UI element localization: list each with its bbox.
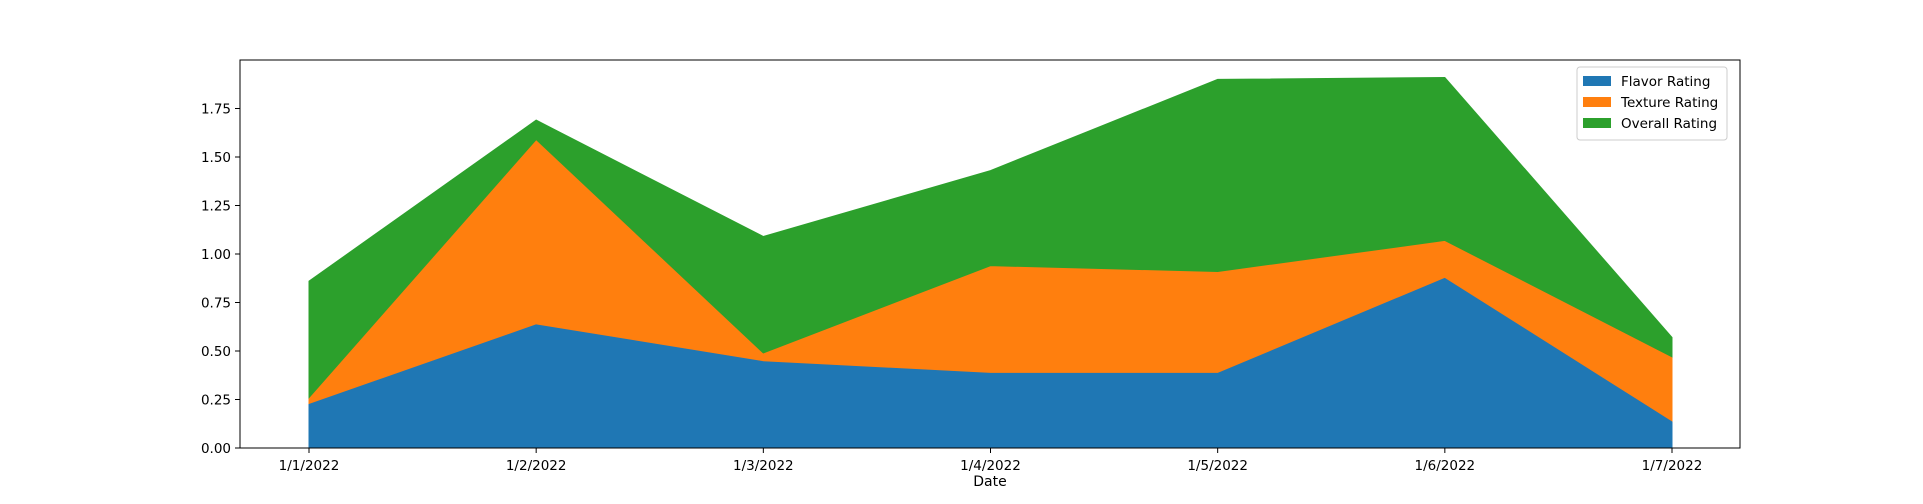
legend-swatch xyxy=(1583,97,1611,107)
x-tick-label: 1/2/2022 xyxy=(506,458,567,474)
y-tick-label: 1.75 xyxy=(201,102,231,118)
x-axis-label: Date xyxy=(973,474,1006,490)
y-tick-label: 1.00 xyxy=(201,247,231,263)
legend-box xyxy=(1576,66,1728,141)
area-layers xyxy=(308,76,1673,449)
y-tick-label: 1.25 xyxy=(201,199,231,215)
x-tick-label: 1/5/2022 xyxy=(1187,458,1248,474)
legend-label: Texture Rating xyxy=(1620,95,1718,111)
x-tick-label: 1/3/2022 xyxy=(733,458,794,474)
x-tick-label: 1/6/2022 xyxy=(1415,458,1476,474)
x-tick-label: 1/4/2022 xyxy=(960,458,1021,474)
y-tick-label: 0.25 xyxy=(201,393,231,409)
area-series-3 xyxy=(308,76,1673,399)
legend-swatch xyxy=(1583,76,1611,86)
legend-label: Overall Rating xyxy=(1621,116,1717,132)
legend-label: Flavor Rating xyxy=(1621,74,1710,90)
y-tick-label: 0.50 xyxy=(201,344,231,360)
x-tick-label: 1/1/2022 xyxy=(279,458,340,474)
x-axis: 1/1/2022 1/2/2022 1/3/2022 1/4/2022 1/5/2022… xyxy=(279,448,1703,474)
legend-swatch xyxy=(1583,118,1611,128)
x-tick-label: 1/7/2022 xyxy=(1642,458,1703,474)
y-tick-label: 0.75 xyxy=(201,296,231,312)
y-tick-label: 0.00 xyxy=(201,441,231,457)
y-axis: 0.00 0.25 0.50 0.75 1.00 1.25 1.50 1.75 xyxy=(201,102,240,457)
legend: Flavor Rating Texture Rating Overall Ratin… xyxy=(1576,66,1728,141)
y-tick-label: 1.50 xyxy=(201,150,231,166)
